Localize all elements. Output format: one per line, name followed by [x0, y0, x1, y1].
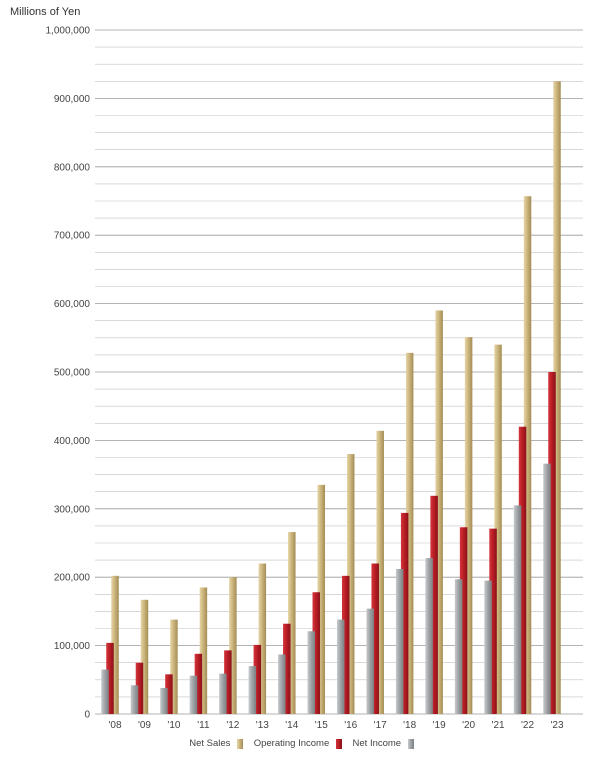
bar-net-income	[248, 666, 257, 714]
legend-item-net-income: Net Income	[353, 738, 414, 749]
x-tick-label: '11	[197, 720, 210, 731]
legend-item-operating-income: Operating Income	[254, 738, 342, 749]
x-tick-label: '15	[315, 720, 328, 731]
x-tick-label: '18	[403, 720, 416, 731]
bar-net-income	[160, 688, 168, 714]
bar-operating-income	[341, 575, 350, 714]
x-tick-label: '17	[374, 720, 387, 731]
bar-net-sales	[170, 619, 178, 714]
bar-net-income	[307, 631, 316, 714]
bar-net-sales	[229, 577, 237, 714]
bar-operating-income	[135, 662, 144, 714]
bar-net-sales	[494, 344, 502, 714]
bar-net-income	[425, 558, 433, 714]
bar-net-income	[336, 619, 345, 714]
bar-net-sales	[346, 454, 355, 714]
bar-net-income	[513, 505, 522, 714]
bar-operating-income	[253, 644, 262, 714]
bar-operating-income	[400, 512, 409, 714]
x-tick-label: '20	[462, 720, 475, 731]
x-axis-ticks: '08 '09 '10 '11 '12 '13 '14 '15 '16 '17 '18 '19 '20 '…	[108, 720, 563, 731]
bar-operating-income	[548, 372, 556, 714]
y-tick-label: 1,000,000	[46, 26, 91, 37]
bar-net-sales	[317, 484, 326, 714]
bar-net-sales	[405, 352, 414, 714]
y-tick-label: 500,000	[54, 368, 91, 379]
bar-operating-income	[224, 650, 232, 714]
y-tick-label: 200,000	[54, 573, 91, 584]
x-tick-label: '10	[167, 720, 180, 731]
bar-operating-income	[459, 527, 468, 714]
legend-label-operating-income: Operating Income	[253, 738, 330, 749]
bar-operating-income	[106, 642, 114, 714]
bar-net-sales	[523, 196, 532, 714]
y-axis-unit-label: Millions of Yen	[10, 6, 81, 18]
bar-net-income	[484, 580, 492, 714]
y-tick-label: 800,000	[54, 162, 91, 173]
x-tick-label: '08	[108, 720, 121, 731]
y-tick-label: 0	[84, 710, 90, 721]
bar-net-income	[101, 669, 109, 714]
y-tick-label: 900,000	[54, 94, 91, 105]
bar-net-sales	[258, 563, 267, 714]
x-tick-label: '09	[138, 720, 151, 731]
x-tick-label: '23	[550, 720, 563, 731]
bar-operating-income	[371, 563, 379, 714]
x-tick-label: '19	[433, 720, 446, 731]
y-tick-label: 600,000	[54, 299, 91, 310]
bar-net-sales	[140, 599, 149, 714]
legend-swatch-net-sales	[237, 738, 244, 749]
bar-net-income	[130, 685, 139, 714]
x-tick-label: '22	[521, 720, 534, 731]
bar-net-sales	[111, 575, 119, 714]
y-tick-label: 300,000	[54, 504, 91, 515]
legend-label-net-sales: Net Sales	[189, 738, 231, 749]
bar-net-sales	[464, 337, 473, 714]
bar-net-income	[189, 675, 198, 714]
bar-net-income	[454, 579, 463, 714]
bar-net-income	[278, 654, 286, 714]
bars	[101, 81, 561, 715]
legend-swatch-operating-income	[335, 738, 342, 749]
legend-label-net-income: Net Income	[352, 738, 402, 749]
x-tick-label: '21	[492, 720, 505, 731]
bar-net-sales	[376, 430, 384, 714]
bar-net-sales	[553, 81, 561, 715]
bar-net-income	[219, 673, 227, 714]
x-tick-label: '12	[226, 720, 239, 731]
y-tick-label: 400,000	[54, 436, 91, 447]
legend-item-net-sales: Net Sales	[189, 738, 244, 749]
legend: Net Sales Operating Income Net Income	[0, 738, 603, 749]
x-tick-label: '14	[285, 720, 298, 731]
gridlines	[95, 29, 583, 715]
y-tick-label: 100,000	[54, 641, 91, 652]
bar-net-income	[543, 463, 551, 714]
bar-operating-income	[283, 623, 291, 714]
y-axis-ticks: 0 100,000 200,000 300,000 400,000 500,000 600,…	[46, 26, 91, 721]
x-tick-label: '16	[344, 720, 357, 731]
bar-net-sales	[435, 310, 443, 714]
bar-net-sales	[199, 587, 208, 714]
x-tick-label: '13	[256, 720, 269, 731]
bar-operating-income	[312, 592, 321, 714]
bar-net-sales	[288, 532, 296, 714]
bar-operating-income	[194, 653, 203, 714]
bar-net-income	[366, 608, 374, 714]
bar-operating-income	[518, 426, 527, 714]
bar-net-income	[395, 568, 404, 714]
bar-operating-income	[489, 528, 497, 714]
legend-swatch-net-income	[407, 738, 414, 749]
bar-operating-income	[430, 495, 438, 714]
y-tick-label: 700,000	[54, 231, 91, 242]
bar-operating-income	[165, 674, 173, 714]
